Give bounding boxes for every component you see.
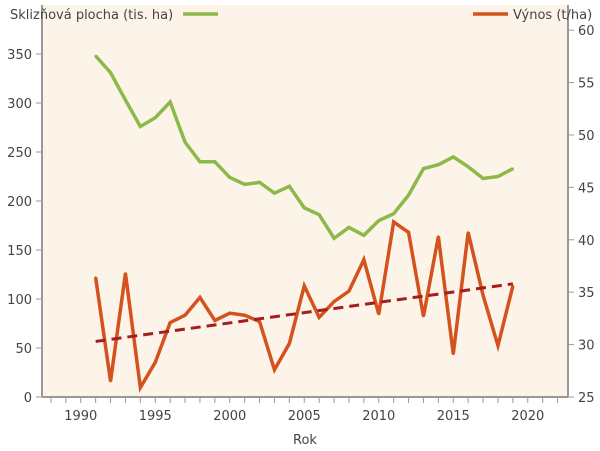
data-point-yield (332, 300, 336, 303)
y-right-tick-label: 50 (578, 129, 595, 144)
y-right-tick-label: 60 (578, 24, 595, 39)
data-point-area (258, 181, 261, 184)
data-point-yield (183, 314, 187, 317)
data-point-yield (303, 284, 306, 288)
y-right-tick-label: 40 (578, 234, 595, 249)
y-left-tick-label: 50 (15, 342, 32, 357)
data-point-yield (481, 294, 485, 297)
y-left-tick-label: 0 (24, 391, 32, 406)
data-point-yield (377, 312, 380, 316)
data-point-yield (94, 276, 97, 279)
data-point-area (303, 206, 306, 210)
y-left-tick-label: 350 (7, 48, 32, 63)
data-point-area (154, 116, 157, 119)
data-point-yield (168, 321, 172, 324)
data-point-yield (422, 315, 425, 318)
legend-label-area: Sklizňová plocha (tis. ha) (10, 8, 173, 23)
data-point-area (452, 155, 455, 159)
x-tick-label: 2000 (213, 409, 246, 424)
data-point-area (437, 163, 440, 166)
y-right-tick-label: 55 (578, 77, 595, 92)
data-point-yield (228, 311, 231, 315)
x-tick-label: 2020 (511, 409, 544, 424)
y-right-tick-label: 30 (578, 339, 595, 354)
data-point-yield (347, 289, 351, 293)
data-point-area (317, 213, 321, 216)
plot-area (42, 5, 568, 397)
y-right-tick-label: 45 (578, 181, 595, 196)
data-point-area (362, 234, 366, 237)
data-point-area (332, 237, 336, 240)
y-left-tick-label: 250 (7, 146, 32, 161)
data-point-yield (213, 319, 217, 322)
data-point-yield (154, 361, 157, 364)
x-tick-label: 1990 (64, 409, 97, 424)
y-right-tick-label: 25 (578, 391, 595, 406)
y-left-tick-label: 200 (7, 195, 32, 210)
data-point-area (347, 226, 351, 229)
data-point-yield (407, 231, 410, 234)
data-point-area (481, 177, 485, 180)
data-point-yield (466, 231, 470, 234)
x-axis-label: Rok (293, 433, 317, 448)
data-point-area (496, 175, 500, 178)
trendline (95, 282, 514, 343)
data-point-yield (273, 368, 276, 371)
data-point-yield (288, 342, 291, 345)
data-point-yield (109, 380, 112, 383)
x-tick-label: 2010 (362, 409, 395, 424)
data-point-area (168, 100, 172, 104)
data-point-yield (258, 320, 261, 323)
data-point-yield (392, 220, 395, 224)
data-point-yield (496, 344, 500, 347)
y-left-tick-label: 300 (7, 97, 32, 112)
data-point-area (109, 71, 112, 74)
data-point-area (228, 176, 231, 179)
data-point-area (183, 141, 187, 144)
data-point-yield (362, 258, 366, 261)
data-point-area (422, 167, 425, 170)
data-point-area (243, 183, 246, 186)
data-point-area (288, 185, 291, 188)
data-point-area (392, 212, 395, 215)
y-right-tick-label: 35 (578, 286, 595, 301)
data-point-area (139, 125, 142, 128)
data-point-area (377, 219, 380, 222)
y-left-tick-label: 150 (7, 244, 32, 259)
x-tick-label: 2005 (288, 409, 321, 424)
data-point-yield (243, 314, 246, 317)
data-point-area (407, 193, 410, 197)
data-point-area (124, 98, 127, 102)
legend-label-yield: Výnos (t/ha) (513, 8, 592, 23)
data-point-yield (198, 296, 202, 299)
data-point-area (198, 160, 202, 163)
data-point-area (213, 160, 217, 163)
data-point-area (273, 191, 276, 195)
data-point-yield (317, 316, 321, 319)
x-tick-label: 1995 (139, 409, 172, 424)
data-point-yield (452, 352, 455, 356)
y-left-tick-label: 100 (7, 293, 32, 308)
data-point-yield (437, 235, 440, 238)
data-point-yield (139, 386, 142, 389)
x-tick-label: 2015 (437, 409, 470, 424)
data-point-area (94, 54, 97, 58)
data-point-yield (124, 272, 127, 275)
data-point-area (511, 167, 515, 170)
data-point-area (466, 165, 470, 168)
